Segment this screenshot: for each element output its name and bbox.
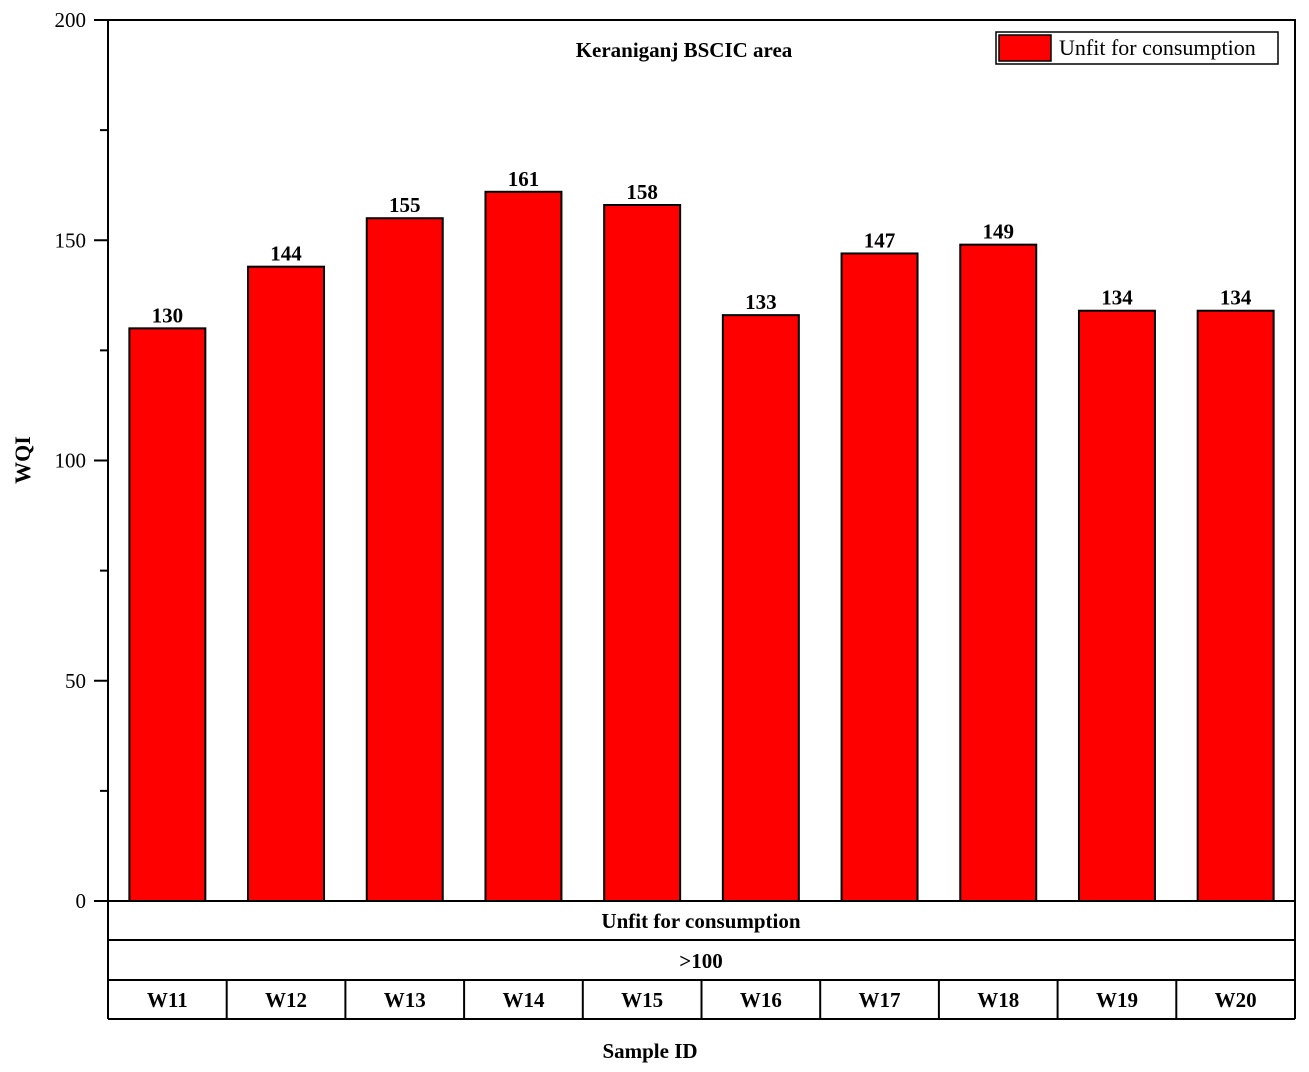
y-tick-label: 50 [65, 669, 86, 693]
legend: Unfit for consumption [995, 31, 1279, 65]
sample-id-w18: W18 [977, 988, 1019, 1012]
bar-w13 [365, 217, 444, 903]
sample-id-w12: W12 [265, 988, 307, 1012]
bar-w12 [247, 265, 326, 902]
y-tick-label: 200 [55, 8, 87, 32]
data-label-w17: 147 [864, 228, 896, 252]
data-label-w19: 134 [1101, 286, 1133, 310]
sample-id-w13: W13 [384, 988, 426, 1012]
y-tick-label: 150 [55, 228, 87, 252]
sample-id-w11: W11 [147, 988, 188, 1012]
sample-id-w17: W17 [859, 988, 901, 1012]
chart-title: Keraniganj BSCIC area [576, 38, 793, 62]
bar-w20 [1196, 309, 1275, 903]
bar-w16 [721, 314, 800, 902]
sample-id-w15: W15 [621, 988, 663, 1012]
table-range-label: >100 [679, 949, 722, 973]
legend-label: Unfit for consumption [1059, 35, 1256, 60]
legend-swatch [998, 34, 1052, 62]
data-label-w13: 155 [389, 193, 421, 217]
data-label-w12: 144 [270, 242, 302, 266]
bar-w15 [603, 204, 682, 902]
y-tick-label: 0 [76, 889, 87, 913]
bar-w19 [1077, 309, 1156, 903]
sample-id-w16: W16 [740, 988, 782, 1012]
data-label-w11: 130 [152, 303, 184, 327]
x-axis-label: Sample ID [602, 1039, 697, 1063]
data-label-w18: 149 [983, 220, 1015, 244]
table-class-label: Unfit for consumption [601, 909, 800, 933]
data-label-w14: 161 [508, 167, 540, 191]
bar-w18 [959, 243, 1038, 902]
sample-id-row: W11 W12 W13 W14 W15 W16 W17 W18 W19 W20 [147, 980, 1257, 1019]
data-label-w15: 158 [626, 180, 658, 204]
data-label-w20: 134 [1220, 286, 1252, 310]
sample-id-w20: W20 [1215, 988, 1257, 1012]
y-axis-label: WQI [10, 436, 35, 484]
sample-id-w14: W14 [502, 988, 545, 1012]
y-axis-ticks: 0 50 100 150 200 [55, 8, 108, 913]
y-tick-label: 100 [55, 449, 87, 473]
bars: 130 144 155 161 158 133 147 149 134 134 [128, 167, 1275, 903]
bar-w17 [840, 252, 919, 902]
data-label-w16: 133 [745, 290, 777, 314]
sample-id-w19: W19 [1096, 988, 1138, 1012]
bar-w14 [484, 190, 563, 903]
bar-w11 [128, 327, 207, 903]
